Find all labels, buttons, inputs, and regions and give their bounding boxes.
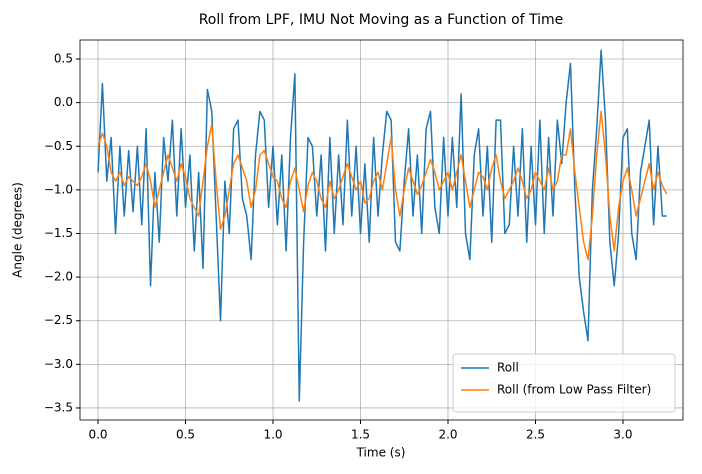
x-tick-label: 0.5 — [176, 428, 195, 442]
y-tick-label: −2.5 — [44, 313, 73, 327]
data-line — [97, 49, 667, 402]
x-tick-label: 2.0 — [438, 428, 457, 442]
x-axis-label: Time (s) — [356, 446, 406, 460]
y-tick-label: 0.0 — [54, 95, 73, 109]
plot-frame — [79, 39, 684, 421]
y-tick-label: −0.5 — [44, 139, 73, 153]
y-tick-label: 0.5 — [54, 52, 73, 66]
x-tick-label: 1.0 — [263, 428, 282, 442]
legend-label: Roll (from Low Pass Filter) — [497, 383, 651, 397]
y-tick-label: −1.5 — [44, 226, 73, 240]
x-tick-label: 2.5 — [526, 428, 545, 442]
x-tick-label: 0.0 — [88, 428, 107, 442]
x-tick-label: 3.0 — [613, 428, 632, 442]
y-tick-label: −3.0 — [44, 357, 73, 371]
chart-title: Roll from LPF, IMU Not Moving as a Funct… — [199, 12, 564, 28]
y-tick-label: −1.0 — [44, 182, 73, 196]
legend-box — [452, 353, 676, 413]
legend-label: Roll — [497, 361, 519, 375]
data-line — [97, 110, 668, 261]
y-tick-label: −3.5 — [44, 400, 73, 414]
x-tick-label: 1.5 — [351, 428, 370, 442]
y-tick-label: −2.0 — [44, 270, 73, 284]
y-axis-label: Angle (degrees) — [11, 182, 25, 278]
